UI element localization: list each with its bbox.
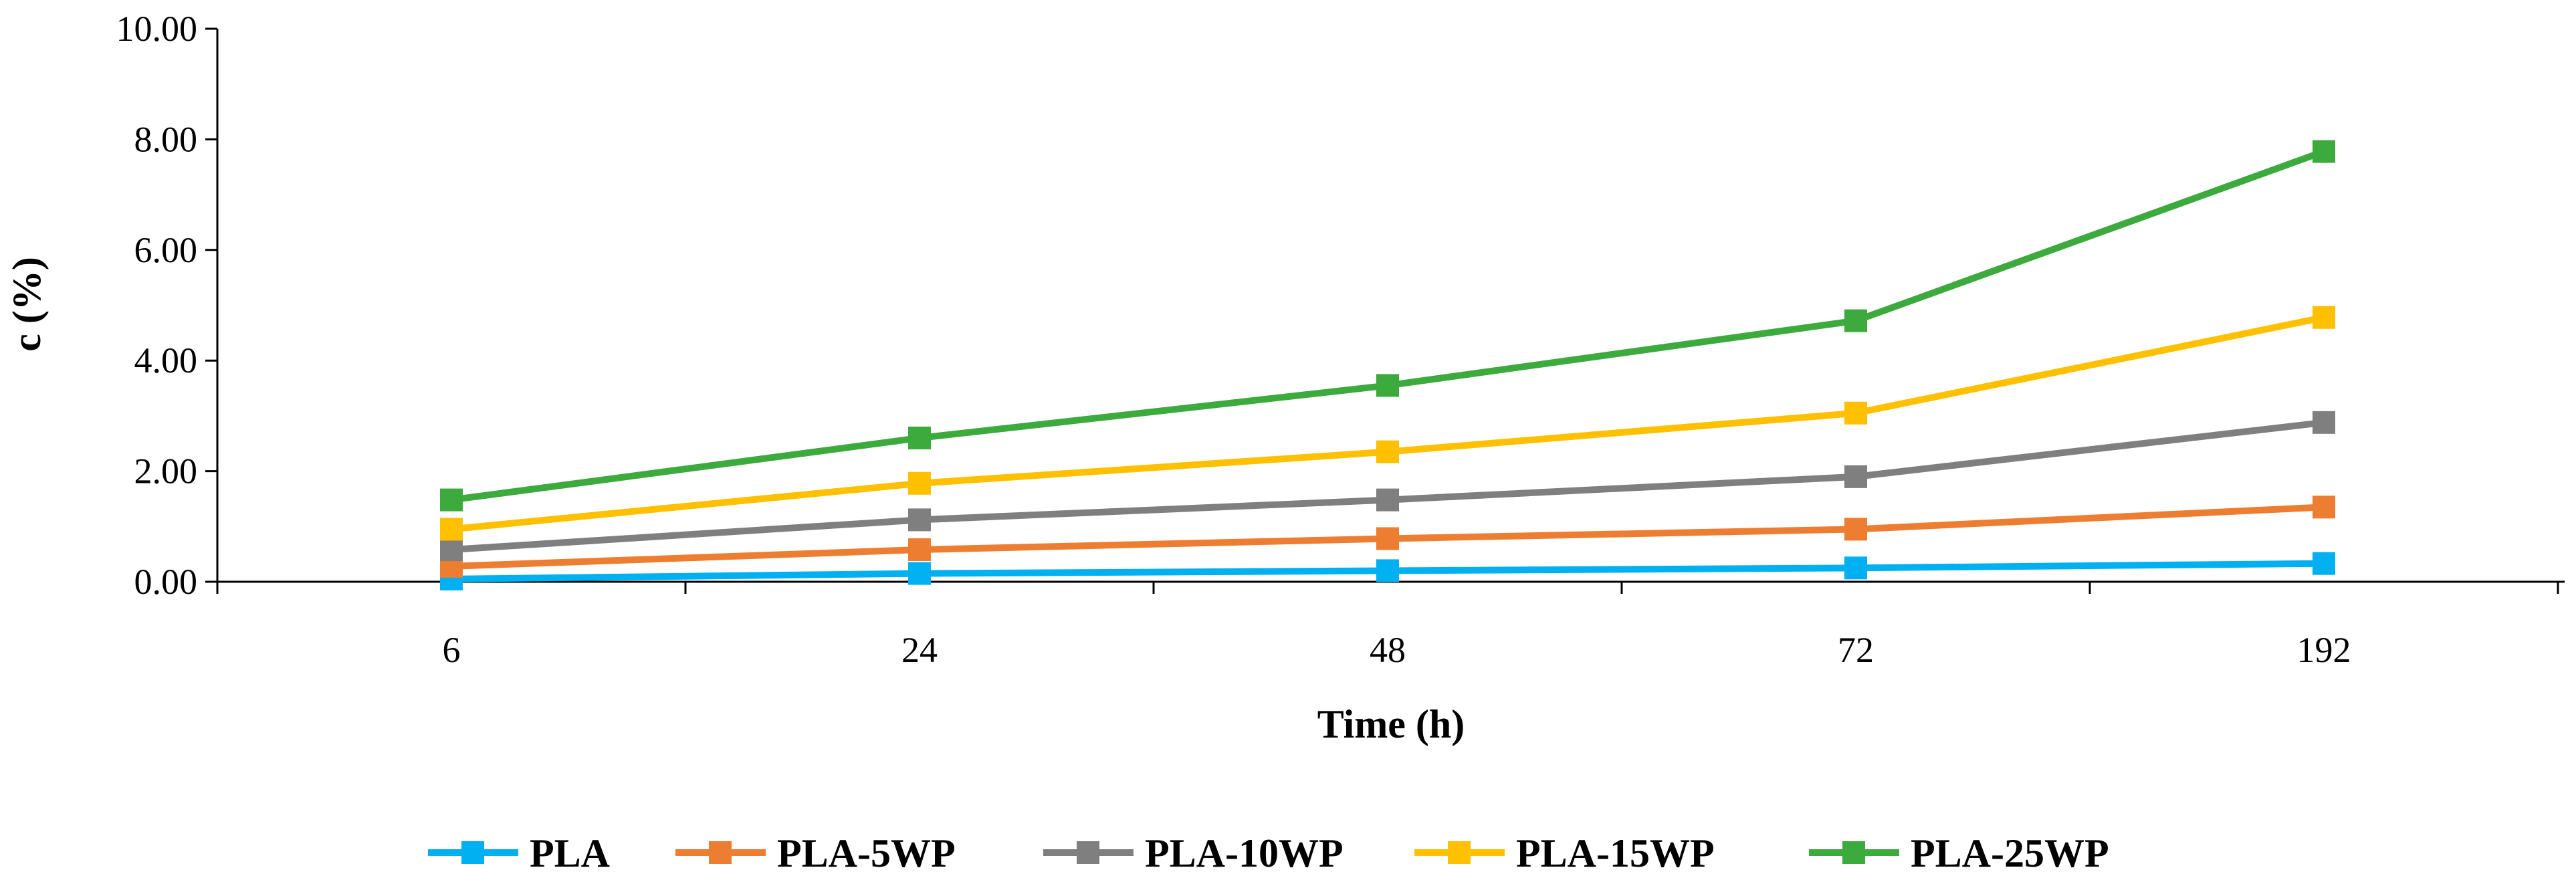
data-point [2313,552,2335,575]
data-point [908,562,931,585]
data-point [1844,556,1867,580]
legend-item: PLA-25WP [1809,831,2109,875]
series-pla-10wp [440,411,2335,562]
series-group [440,140,2335,590]
data-point [908,471,931,495]
data-point [2313,495,2335,519]
legend-label: PLA [530,831,610,875]
legend-item: PLA-10WP [1043,831,1344,875]
data-point [908,508,931,532]
data-point [1376,527,1399,550]
y-tick-label: 8.00 [134,119,198,159]
data-point [2313,306,2335,329]
legend-marker [1077,841,1099,864]
data-point [2313,411,2335,434]
legend-marker [709,841,732,864]
x-tick-label: 192 [2297,630,2351,670]
legend-marker [461,841,484,864]
axes: 0.00 2.00 4.00 6.00 8.00 10.00 6 24 48 72 192 Time … [5,9,2565,746]
data-point [1376,488,1399,512]
data-point [1844,518,1867,541]
legend-marker [1448,841,1471,864]
x-axis-title: Time (h) [1317,702,1465,746]
legend-item: PLA [428,831,610,875]
data-point [1844,309,1867,332]
y-axis-title: c (%) [5,257,49,352]
data-point [1844,465,1867,488]
data-point [1376,440,1399,463]
legend-marker [1842,841,1865,864]
y-tick-label: 6.00 [134,230,198,270]
x-tick-label: 48 [1370,630,1406,670]
series-pla-25wp [440,140,2335,512]
x-tick-label: 6 [443,630,461,670]
data-point [908,538,931,562]
data-point [440,488,463,512]
data-point [908,426,931,449]
data-point [1844,401,1867,425]
legend-label: PLA-25WP [1911,831,2109,875]
legend-item: PLA-15WP [1414,831,1715,875]
data-point [440,538,463,562]
y-tick-label: 2.00 [134,451,198,491]
legend-item: PLA-5WP [675,831,956,875]
series-pla-5wp [440,495,2335,578]
data-point [1376,559,1399,582]
x-tick-label: 24 [901,630,938,670]
legend-label: PLA-5WP [777,831,956,875]
y-tick-label: 0.00 [134,562,198,602]
data-point [440,518,463,541]
x-tick-label: 72 [1838,630,1874,670]
legend-label: PLA-10WP [1145,831,1344,875]
data-point [1376,374,1399,397]
data-point [2313,140,2335,163]
legend-label: PLA-15WP [1516,831,1715,875]
y-tick-label: 10.00 [116,9,198,49]
series-pla [440,552,2335,590]
y-tick-label: 4.00 [134,340,198,380]
series-pla-15wp [440,306,2335,541]
legend: PLA PLA-5WP PLA-10WP PLA-15WP PLA-25WP [428,831,2109,875]
